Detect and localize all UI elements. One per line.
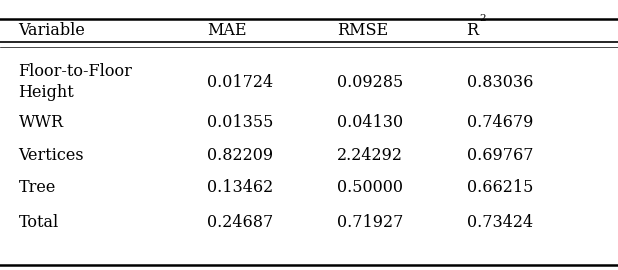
Text: 0.24687: 0.24687	[207, 214, 273, 231]
Text: 2: 2	[480, 14, 486, 23]
Text: MAE: MAE	[207, 22, 247, 39]
Text: 0.83036: 0.83036	[467, 74, 533, 91]
Text: 0.66215: 0.66215	[467, 179, 533, 196]
Text: 0.73424: 0.73424	[467, 214, 533, 231]
Text: 0.09285: 0.09285	[337, 74, 403, 91]
Text: WWR: WWR	[19, 114, 64, 131]
Text: R: R	[467, 22, 479, 39]
Text: RMSE: RMSE	[337, 22, 388, 39]
Text: 0.82209: 0.82209	[207, 147, 273, 164]
Text: Floor-to-Floor
Height: Floor-to-Floor Height	[19, 63, 132, 101]
Text: 0.04130: 0.04130	[337, 114, 403, 131]
Text: Vertices: Vertices	[19, 147, 84, 164]
Text: 0.50000: 0.50000	[337, 179, 403, 196]
Text: 0.01724: 0.01724	[207, 74, 273, 91]
Text: 0.74679: 0.74679	[467, 114, 533, 131]
Text: 2.24292: 2.24292	[337, 147, 403, 164]
Text: 0.69767: 0.69767	[467, 147, 533, 164]
Text: Total: Total	[19, 214, 59, 231]
Text: Variable: Variable	[19, 22, 85, 39]
Text: 0.01355: 0.01355	[207, 114, 273, 131]
Text: 0.71927: 0.71927	[337, 214, 403, 231]
Text: 0.13462: 0.13462	[207, 179, 273, 196]
Text: Tree: Tree	[19, 179, 56, 196]
